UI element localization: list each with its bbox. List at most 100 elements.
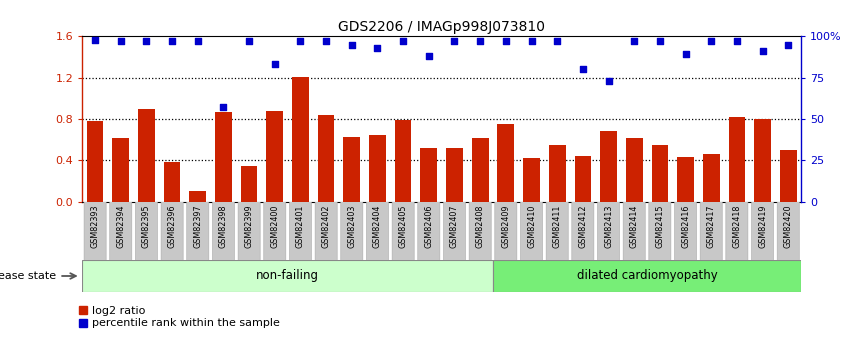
FancyBboxPatch shape xyxy=(392,201,414,262)
Text: GSM82408: GSM82408 xyxy=(475,204,485,248)
Point xyxy=(88,37,102,42)
FancyBboxPatch shape xyxy=(443,201,466,262)
Point xyxy=(525,38,539,44)
Text: dilated cardiomyopathy: dilated cardiomyopathy xyxy=(577,269,717,283)
Point xyxy=(397,38,410,44)
Bar xyxy=(113,138,129,202)
Text: GSM82405: GSM82405 xyxy=(398,204,408,248)
FancyBboxPatch shape xyxy=(649,201,671,262)
Bar xyxy=(600,131,617,202)
Point xyxy=(627,38,641,44)
Bar xyxy=(369,135,386,202)
Bar xyxy=(574,156,591,202)
FancyBboxPatch shape xyxy=(238,201,260,262)
Point xyxy=(345,42,359,47)
Bar xyxy=(497,124,514,202)
Point xyxy=(679,52,693,57)
Bar xyxy=(82,260,493,292)
Point xyxy=(191,38,204,44)
Text: GSM82399: GSM82399 xyxy=(244,204,254,248)
Bar xyxy=(164,162,180,202)
Text: GSM82417: GSM82417 xyxy=(707,204,715,248)
Bar xyxy=(215,112,232,202)
Text: GSM82407: GSM82407 xyxy=(450,204,459,248)
Point xyxy=(781,42,795,47)
FancyBboxPatch shape xyxy=(701,201,722,262)
Text: GSM82415: GSM82415 xyxy=(656,204,664,248)
Bar xyxy=(472,138,488,202)
Text: GSM82397: GSM82397 xyxy=(193,204,203,248)
Bar xyxy=(677,157,694,202)
FancyBboxPatch shape xyxy=(417,201,440,262)
FancyBboxPatch shape xyxy=(598,201,619,262)
FancyBboxPatch shape xyxy=(289,201,312,262)
Bar xyxy=(292,77,309,202)
FancyBboxPatch shape xyxy=(520,201,542,262)
Bar xyxy=(318,115,334,202)
Bar xyxy=(626,138,643,202)
Point xyxy=(704,38,718,44)
Bar xyxy=(87,121,103,202)
Bar xyxy=(728,117,746,202)
FancyBboxPatch shape xyxy=(469,201,491,262)
FancyBboxPatch shape xyxy=(546,201,568,262)
Point xyxy=(371,45,385,51)
Bar xyxy=(780,150,797,202)
Text: GSM82398: GSM82398 xyxy=(219,204,228,248)
Bar xyxy=(421,148,437,202)
Bar xyxy=(651,145,669,202)
Text: GSM82410: GSM82410 xyxy=(527,204,536,248)
Text: GSM82400: GSM82400 xyxy=(270,204,280,248)
Point xyxy=(550,38,564,44)
Text: GSM82401: GSM82401 xyxy=(296,204,305,248)
FancyBboxPatch shape xyxy=(572,201,594,262)
FancyBboxPatch shape xyxy=(161,201,183,262)
FancyBboxPatch shape xyxy=(366,201,389,262)
Point xyxy=(473,38,487,44)
Point xyxy=(113,38,127,44)
Text: GSM82420: GSM82420 xyxy=(784,204,792,248)
FancyBboxPatch shape xyxy=(624,201,645,262)
Text: GSM82409: GSM82409 xyxy=(501,204,510,248)
Text: GSM82413: GSM82413 xyxy=(604,204,613,248)
FancyBboxPatch shape xyxy=(675,201,696,262)
Point xyxy=(576,67,590,72)
Point xyxy=(448,38,462,44)
FancyBboxPatch shape xyxy=(315,201,337,262)
Point xyxy=(320,38,333,44)
Legend: log2 ratio, percentile rank within the sample: log2 ratio, percentile rank within the s… xyxy=(79,306,281,328)
FancyBboxPatch shape xyxy=(135,201,158,262)
Text: GSM82418: GSM82418 xyxy=(733,204,741,248)
Text: disease state: disease state xyxy=(0,271,56,281)
Point xyxy=(653,38,667,44)
Bar xyxy=(267,111,283,202)
Point xyxy=(216,105,230,110)
Point xyxy=(242,38,256,44)
Point xyxy=(756,48,770,54)
Point xyxy=(165,38,179,44)
Bar xyxy=(344,137,360,202)
Point xyxy=(294,38,307,44)
Text: GSM82395: GSM82395 xyxy=(142,204,151,248)
Bar xyxy=(523,158,540,202)
Text: GSM82404: GSM82404 xyxy=(373,204,382,248)
FancyBboxPatch shape xyxy=(212,201,235,262)
Bar xyxy=(241,166,257,202)
Text: GSM82394: GSM82394 xyxy=(116,204,126,248)
Bar xyxy=(190,191,206,202)
Text: non-failing: non-failing xyxy=(256,269,320,283)
Text: GSM82414: GSM82414 xyxy=(630,204,639,248)
Point xyxy=(602,78,616,84)
Bar xyxy=(493,260,801,292)
Point xyxy=(730,38,744,44)
Bar xyxy=(446,148,462,202)
Point xyxy=(422,53,436,59)
FancyBboxPatch shape xyxy=(494,201,517,262)
Text: GSM82393: GSM82393 xyxy=(91,204,100,248)
Text: GSM82403: GSM82403 xyxy=(347,204,356,248)
FancyBboxPatch shape xyxy=(187,201,209,262)
Text: GSM82419: GSM82419 xyxy=(758,204,767,248)
Text: GSM82411: GSM82411 xyxy=(553,204,562,248)
Text: GSM82402: GSM82402 xyxy=(321,204,331,248)
FancyBboxPatch shape xyxy=(264,201,286,262)
